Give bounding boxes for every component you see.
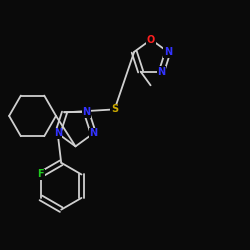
Text: N: N bbox=[89, 128, 98, 138]
Text: F: F bbox=[38, 170, 44, 179]
Text: N: N bbox=[158, 66, 166, 76]
Text: N: N bbox=[54, 128, 62, 138]
Text: O: O bbox=[147, 34, 155, 44]
Text: N: N bbox=[82, 108, 90, 118]
Text: N: N bbox=[164, 47, 172, 57]
Text: S: S bbox=[111, 104, 118, 114]
